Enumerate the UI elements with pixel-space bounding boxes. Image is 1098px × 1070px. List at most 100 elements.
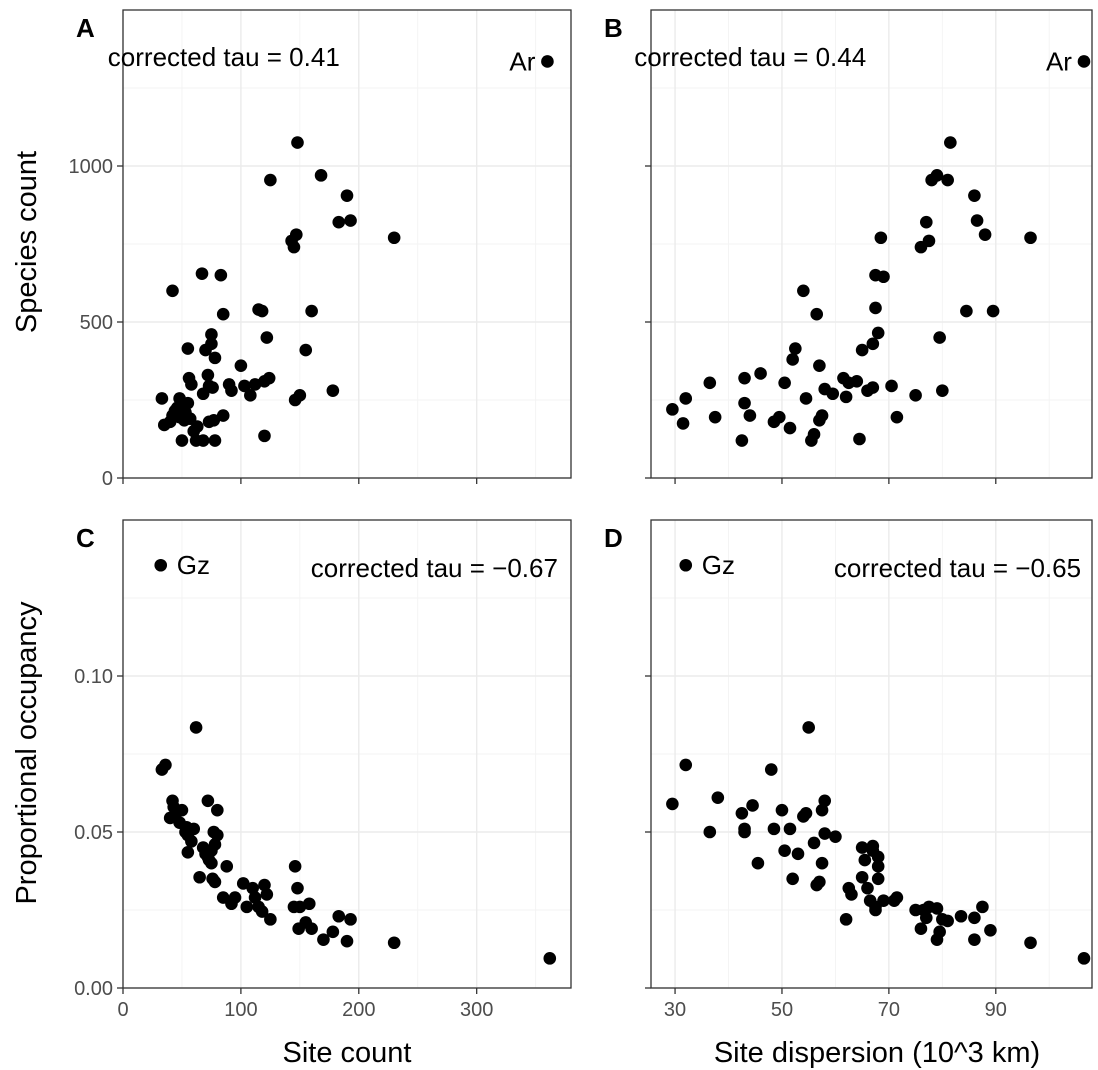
- data-point: [205, 337, 218, 351]
- data-point: [960, 304, 973, 318]
- data-point: [944, 136, 957, 149]
- data-point: [930, 902, 944, 915]
- data-point: [155, 392, 169, 405]
- data-point: [305, 922, 318, 936]
- y-tick-label: 0.10: [74, 666, 113, 688]
- data-point: [305, 304, 318, 318]
- tau-annotation: corrected tau = −0.67: [311, 553, 558, 583]
- panel-letter: C: [76, 523, 95, 553]
- y-tick-label: 0.05: [74, 822, 113, 844]
- data-point: [877, 270, 890, 284]
- data-point: [746, 799, 759, 812]
- data-point: [208, 434, 222, 447]
- x-axis-title-left: Site count: [283, 1037, 412, 1069]
- data-point: [855, 870, 869, 884]
- data-point: [258, 429, 271, 443]
- y-tick-label: 1000: [69, 156, 114, 178]
- data-point: [772, 410, 786, 424]
- x-tick-label: 0: [117, 999, 128, 1021]
- data-point: [332, 909, 346, 923]
- data-point: [314, 169, 328, 182]
- data-point: [679, 758, 693, 772]
- highlight-point: [541, 55, 554, 68]
- data-point: [813, 875, 826, 889]
- data-point: [214, 268, 228, 282]
- data-point: [941, 173, 954, 187]
- data-point: [260, 331, 274, 344]
- data-point: [291, 881, 304, 895]
- x-axis-title-right: Site dispersion (10^3 km): [714, 1037, 1040, 1069]
- data-point: [866, 839, 880, 853]
- data-point: [871, 872, 885, 886]
- data-point: [877, 894, 890, 907]
- data-point: [936, 384, 949, 397]
- data-point: [786, 353, 799, 366]
- data-point: [815, 856, 829, 870]
- data-point: [387, 936, 401, 950]
- data-point: [201, 368, 215, 382]
- data-point: [778, 376, 791, 390]
- x-tick-label: 300: [460, 999, 493, 1021]
- data-point: [871, 860, 885, 873]
- data-point: [866, 381, 880, 394]
- panel-frame: [650, 9, 1093, 479]
- data-point: [216, 409, 230, 422]
- data-point: [1077, 952, 1091, 965]
- data-point: [175, 434, 189, 447]
- data-point: [255, 905, 269, 918]
- data-point: [238, 379, 251, 393]
- data-point: [976, 900, 989, 914]
- y-tick-label: 0: [102, 468, 113, 490]
- data-point: [802, 721, 815, 734]
- tau-annotation: corrected tau = −0.65: [834, 553, 1081, 583]
- data-point: [919, 911, 933, 925]
- data-point: [326, 384, 340, 397]
- y-axis-title-top: Species count: [11, 151, 43, 333]
- data-point: [986, 304, 1000, 318]
- data-point: [208, 351, 222, 365]
- x-tick-label: 200: [342, 999, 375, 1021]
- data-point: [159, 758, 172, 772]
- y-tick-label: 500: [80, 312, 113, 334]
- data-point: [189, 721, 203, 734]
- data-point: [791, 847, 805, 861]
- data-point: [317, 933, 330, 946]
- data-point: [890, 410, 904, 424]
- panel-frame: [122, 9, 572, 479]
- data-point: [288, 860, 302, 873]
- data-point: [216, 307, 230, 321]
- data-point: [858, 853, 872, 867]
- data-point: [703, 376, 717, 390]
- data-point: [244, 389, 257, 402]
- data-point: [775, 803, 789, 817]
- panel-letter: B: [604, 13, 623, 43]
- data-point: [293, 389, 307, 402]
- data-point: [922, 234, 936, 248]
- data-point: [340, 189, 354, 202]
- x-tick-label: 100: [224, 999, 257, 1021]
- data-point: [850, 374, 864, 388]
- data-point: [193, 870, 206, 884]
- y-tick-label: 0.00: [74, 978, 113, 1000]
- data-point: [738, 371, 751, 385]
- highlight-point: [679, 558, 693, 572]
- panel-b: Ar corrected tau = 0.44 B: [604, 9, 1093, 484]
- data-point: [751, 856, 765, 870]
- y-axis-title-bottom: Proportional occupancy: [11, 601, 43, 905]
- data-point: [853, 432, 866, 446]
- data-point: [815, 409, 829, 422]
- data-point: [291, 136, 304, 149]
- data-point: [703, 825, 717, 839]
- data-point: [839, 913, 853, 926]
- data-point: [909, 389, 922, 402]
- data-point: [1024, 936, 1037, 950]
- data-point: [211, 828, 224, 842]
- data-point: [166, 284, 179, 298]
- data-point: [543, 952, 557, 965]
- data-point: [813, 359, 826, 372]
- x-tick-label: 70: [878, 999, 900, 1021]
- data-point: [260, 888, 274, 901]
- data-point: [206, 381, 219, 394]
- data-point: [845, 888, 858, 901]
